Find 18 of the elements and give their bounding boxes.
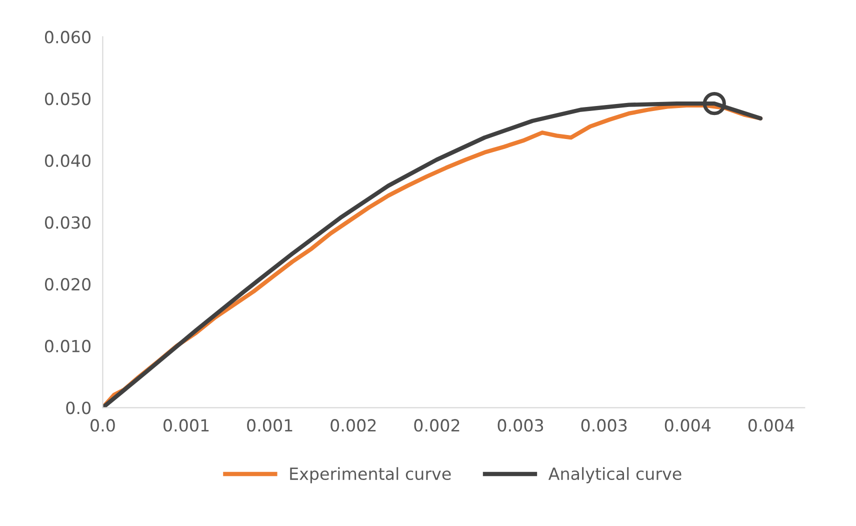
y-tick-label: 0.0 [66, 402, 91, 414]
y-tick-label: 0.060 [44, 30, 90, 44]
x-tick-label: 0.002 [414, 419, 460, 432]
x-tick-label: 0.001 [247, 419, 292, 432]
y-tick-label: 0.030 [44, 216, 90, 229]
y-tick-label: 0.010 [44, 340, 90, 352]
x-tick-label: 0.004 [664, 419, 711, 432]
legend-label: Analytical curve [548, 467, 682, 484]
x-tick-label: 0.0 [90, 419, 115, 432]
x-tick-label: 0.001 [164, 419, 209, 432]
x-tick-label: 0.004 [748, 419, 794, 432]
y-tick-label: 0.040 [44, 154, 90, 167]
x-tick-label: 0.002 [330, 419, 376, 432]
legend-label: Experimental curve [290, 467, 451, 484]
y-tick-label: 0.020 [44, 278, 90, 291]
y-tick-label: 0.050 [44, 92, 90, 106]
x-tick-label: 0.003 [498, 419, 544, 432]
x-tick-label: 0.003 [581, 419, 627, 432]
